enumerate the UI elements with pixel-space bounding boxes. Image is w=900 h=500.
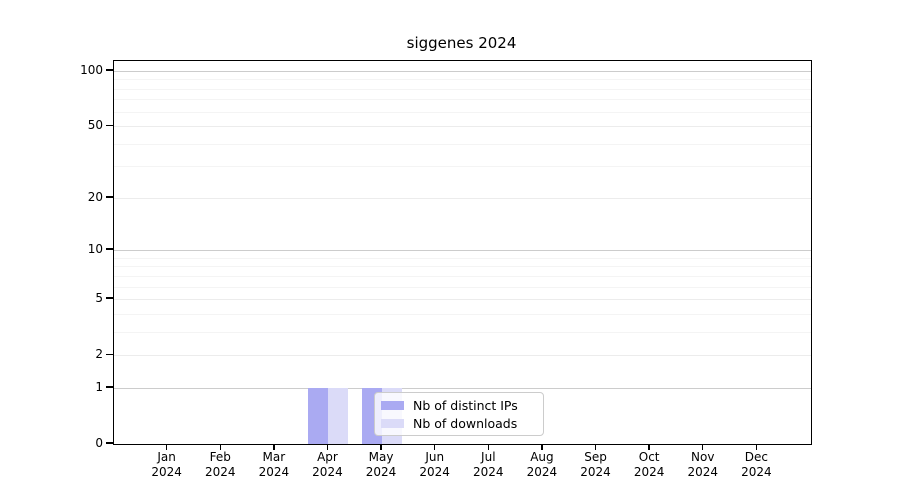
gridline-minor (114, 275, 811, 277)
gridline (114, 387, 811, 389)
legend-swatch-distinct-ips (381, 400, 404, 410)
y-tick-mark (106, 196, 113, 198)
gridline-minor (114, 111, 811, 113)
gridline-minor (114, 79, 811, 81)
legend: Nb of distinct IPs Nb of downloads (374, 392, 544, 436)
x-tick-label: Sep 2024 (580, 450, 611, 479)
y-tick-mark (106, 297, 113, 299)
gridline-minor (114, 266, 811, 268)
chart-title: siggenes 2024 (406, 34, 517, 52)
gridline-minor (114, 286, 811, 288)
bar-downloads (328, 387, 349, 444)
gridline-minor (114, 99, 811, 101)
x-tick-mark (594, 444, 597, 450)
x-tick-label: Feb 2024 (204, 450, 236, 479)
plot-area: Nb of distinct IPs Nb of downloads (113, 60, 812, 445)
y-tick-label: 5 (95, 291, 103, 306)
y-tick-label: 50 (87, 118, 103, 133)
x-tick-mark (273, 444, 275, 450)
legend-item: Nb of downloads (381, 416, 537, 431)
x-tick-label: Oct 2024 (633, 450, 665, 479)
gridline (114, 126, 811, 128)
x-tick-mark (165, 444, 168, 450)
x-tick-mark (541, 444, 543, 450)
x-tick-mark (487, 444, 489, 450)
x-tick-mark (755, 444, 758, 450)
x-tick-mark (648, 444, 650, 450)
x-tick-label: Jan 2024 (151, 450, 182, 479)
x-tick-label: Mar 2024 (258, 450, 290, 479)
gridline-minor (114, 331, 811, 333)
y-tick-label: 10 (87, 242, 103, 257)
y-tick-mark (106, 386, 113, 388)
y-tick-mark (106, 248, 113, 250)
y-tick-label: 100 (80, 63, 103, 77)
gridline (114, 71, 811, 72)
x-tick-label: May 2024 (365, 450, 397, 479)
x-tick-label: Nov 2024 (687, 450, 719, 479)
y-tick-label: 1 (95, 379, 103, 394)
gridline (114, 197, 811, 199)
legend-item: Nb of distinct IPs (381, 398, 537, 413)
gridline-minor (114, 313, 811, 315)
x-tick-mark (219, 444, 221, 450)
y-tick-mark (106, 69, 113, 71)
gridline-minor (114, 88, 811, 90)
y-tick-label: 2 (95, 347, 103, 362)
gridline (114, 299, 811, 301)
x-tick-mark (433, 444, 436, 450)
x-tick-label: Jul 2024 (473, 450, 504, 479)
x-tick-mark (380, 444, 382, 450)
x-tick-mark (326, 444, 329, 450)
gridline-minor (114, 257, 811, 259)
gridline (114, 355, 811, 357)
gridline-minor (114, 166, 811, 168)
gridline (114, 250, 811, 252)
legend-label: Nb of downloads (413, 415, 518, 431)
gridline-minor (114, 143, 811, 145)
legend-label: Nb of distinct IPs (413, 397, 518, 413)
y-tick-mark (106, 442, 113, 444)
legend-swatch-downloads (381, 418, 404, 428)
y-tick-mark (106, 124, 113, 126)
y-tick-label: 20 (87, 189, 103, 204)
x-tick-label: Dec 2024 (741, 450, 772, 479)
x-tick-label: Jun 2024 (419, 450, 450, 479)
x-tick-label: Aug 2024 (526, 450, 558, 479)
x-tick-mark (702, 444, 704, 450)
x-tick-label: Apr 2024 (312, 450, 343, 479)
y-tick-mark (106, 353, 113, 355)
y-tick-label: 0 (95, 436, 103, 450)
bar-distinct-ips (308, 387, 329, 444)
